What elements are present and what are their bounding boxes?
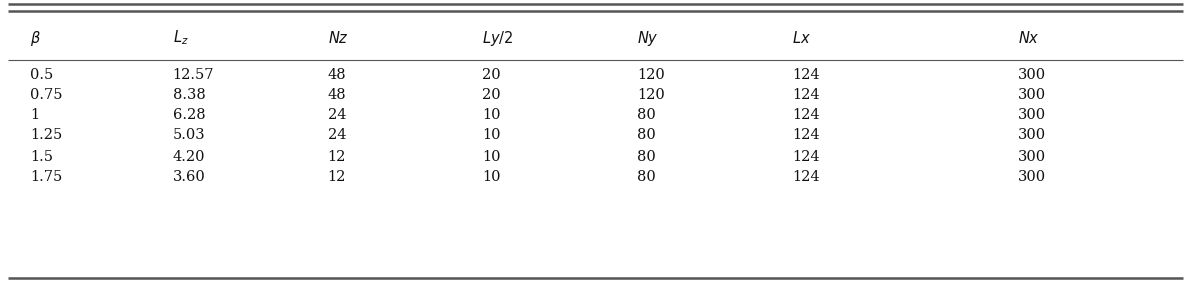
Text: 124: 124 xyxy=(792,150,819,164)
Text: 12: 12 xyxy=(328,170,345,184)
Text: 10: 10 xyxy=(482,170,501,184)
Text: 1: 1 xyxy=(30,108,39,122)
Text: 10: 10 xyxy=(482,128,501,142)
Text: 8.38: 8.38 xyxy=(173,88,205,102)
Text: 20: 20 xyxy=(482,68,501,82)
Text: 12.57: 12.57 xyxy=(173,68,214,82)
Text: 5.03: 5.03 xyxy=(173,128,205,142)
Text: 12: 12 xyxy=(328,150,345,164)
Text: $Nz$: $Nz$ xyxy=(328,30,349,46)
Text: $\beta$: $\beta$ xyxy=(30,28,40,47)
Text: $Nx$: $Nx$ xyxy=(1018,30,1040,46)
Text: 48: 48 xyxy=(328,68,347,82)
Text: $Ly/2$: $Ly/2$ xyxy=(482,28,513,47)
Text: 124: 124 xyxy=(792,128,819,142)
Text: 124: 124 xyxy=(792,170,819,184)
Text: 80: 80 xyxy=(637,150,656,164)
Text: 1.5: 1.5 xyxy=(30,150,52,164)
Text: 3.60: 3.60 xyxy=(173,170,205,184)
Text: 10: 10 xyxy=(482,108,501,122)
Text: $Lx$: $Lx$ xyxy=(792,30,811,46)
Text: 48: 48 xyxy=(328,88,347,102)
Text: 24: 24 xyxy=(328,108,347,122)
Text: 80: 80 xyxy=(637,128,656,142)
Text: 124: 124 xyxy=(792,68,819,82)
Text: 124: 124 xyxy=(792,88,819,102)
Text: 6.28: 6.28 xyxy=(173,108,205,122)
Text: 124: 124 xyxy=(792,108,819,122)
Text: 0.5: 0.5 xyxy=(30,68,54,82)
Text: 300: 300 xyxy=(1018,88,1047,102)
Text: $L_z$: $L_z$ xyxy=(173,29,188,47)
Text: 1.75: 1.75 xyxy=(30,170,62,184)
Text: 80: 80 xyxy=(637,108,656,122)
Text: 4.20: 4.20 xyxy=(173,150,205,164)
Text: 300: 300 xyxy=(1018,150,1047,164)
Text: 120: 120 xyxy=(637,68,665,82)
Text: 300: 300 xyxy=(1018,68,1047,82)
Text: 80: 80 xyxy=(637,170,656,184)
Text: 24: 24 xyxy=(328,128,347,142)
Text: 300: 300 xyxy=(1018,108,1047,122)
Text: 300: 300 xyxy=(1018,170,1047,184)
Text: 120: 120 xyxy=(637,88,665,102)
Text: 1.25: 1.25 xyxy=(30,128,62,142)
Text: 300: 300 xyxy=(1018,128,1047,142)
Text: $Ny$: $Ny$ xyxy=(637,28,659,47)
Text: 0.75: 0.75 xyxy=(30,88,62,102)
Text: 10: 10 xyxy=(482,150,501,164)
Text: 20: 20 xyxy=(482,88,501,102)
